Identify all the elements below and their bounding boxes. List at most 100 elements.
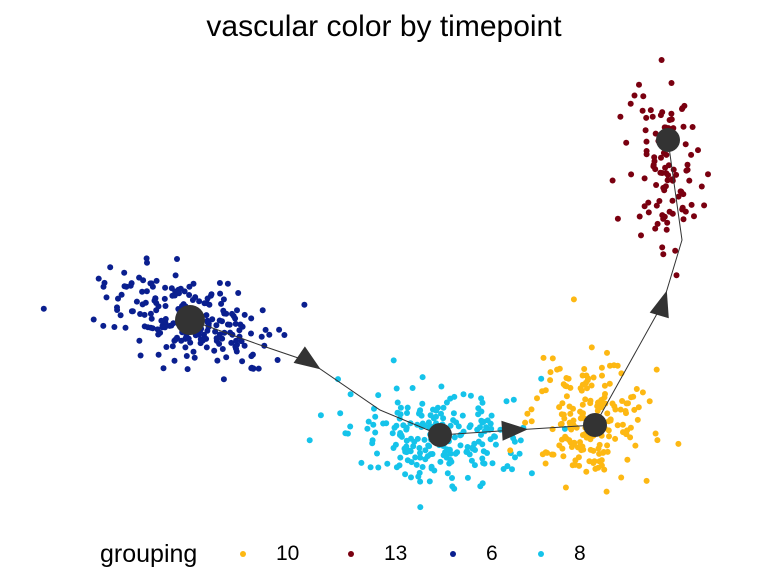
data-point-10 — [574, 444, 581, 451]
data-point-10 — [556, 404, 563, 411]
data-point-6 — [143, 255, 150, 262]
data-point-8 — [466, 424, 473, 431]
data-point-6 — [218, 300, 225, 307]
data-point-6 — [248, 365, 255, 372]
data-point-8 — [504, 463, 511, 470]
data-point-13 — [662, 164, 669, 171]
data-point-13 — [663, 226, 670, 233]
data-point-10 — [507, 447, 514, 454]
data-point-8 — [443, 399, 450, 406]
data-point-13 — [680, 216, 687, 223]
data-point-8 — [426, 478, 433, 485]
data-point-10 — [603, 488, 610, 495]
data-point-6 — [162, 324, 168, 331]
data-point-6 — [220, 307, 227, 314]
data-point-6 — [207, 292, 214, 299]
data-point-10 — [524, 410, 531, 417]
data-point-13 — [628, 171, 635, 178]
data-point-10 — [633, 386, 640, 392]
data-point-6 — [142, 299, 149, 306]
data-point-6 — [190, 280, 197, 287]
data-point-6 — [153, 277, 160, 284]
data-point-10 — [606, 380, 613, 387]
legend-label: 8 — [574, 542, 586, 565]
data-point-10 — [639, 389, 646, 396]
data-point-13 — [682, 141, 689, 148]
data-point-6 — [114, 307, 121, 313]
data-point-13 — [643, 114, 650, 121]
data-point-6 — [143, 288, 150, 295]
data-point-13 — [669, 197, 676, 204]
data-point-6 — [186, 292, 193, 298]
data-point-10 — [635, 404, 642, 411]
data-point-10 — [558, 420, 565, 427]
data-point-10 — [624, 456, 631, 463]
data-point-10 — [606, 433, 612, 440]
data-point-10 — [565, 375, 572, 382]
trajectory-arrow — [293, 346, 321, 370]
data-point-10 — [617, 406, 624, 413]
scatter-plot — [40, 57, 711, 511]
data-point-8 — [372, 429, 379, 436]
data-point-13 — [698, 183, 705, 190]
data-point-8 — [471, 462, 478, 469]
data-point-6 — [209, 316, 216, 323]
data-point-8 — [422, 456, 429, 463]
data-point-6 — [172, 272, 179, 279]
data-point-13 — [675, 193, 682, 200]
data-point-8 — [391, 424, 398, 431]
data-point-6 — [171, 357, 178, 364]
data-point-8 — [451, 434, 458, 441]
data-point-13 — [647, 107, 654, 114]
data-point-6 — [276, 326, 283, 333]
data-point-8 — [393, 385, 400, 392]
data-point-10 — [568, 426, 575, 433]
data-point-13 — [679, 204, 686, 211]
data-point-6 — [238, 338, 245, 345]
data-point-6 — [212, 328, 219, 335]
data-point-8 — [397, 454, 404, 461]
data-point-8 — [393, 464, 400, 471]
data-point-8 — [446, 460, 453, 467]
data-point-6 — [111, 324, 118, 330]
data-point-13 — [627, 100, 634, 107]
data-point-8 — [410, 443, 417, 450]
legend-label: 6 — [486, 542, 498, 565]
data-point-10 — [581, 366, 588, 372]
data-point-10 — [575, 454, 582, 461]
data-point-10 — [599, 372, 605, 379]
data-point-8 — [396, 432, 403, 438]
data-point-6 — [259, 307, 266, 314]
data-point-6 — [216, 340, 223, 347]
data-point-13 — [623, 139, 630, 146]
data-point-13 — [636, 213, 643, 220]
data-point-6 — [301, 301, 308, 308]
data-point-10 — [625, 400, 631, 407]
data-point-8 — [422, 447, 429, 454]
data-point-10 — [607, 417, 614, 424]
data-point-10 — [601, 466, 608, 473]
data-point-6 — [158, 317, 165, 324]
trajectory-line — [189, 139, 683, 436]
data-point-13 — [661, 187, 668, 194]
data-point-13 — [701, 202, 708, 209]
data-point-8 — [417, 450, 423, 456]
data-point-10 — [653, 366, 660, 373]
data-point-8 — [487, 436, 494, 443]
data-point-8 — [451, 485, 458, 492]
data-point-8 — [419, 400, 426, 407]
data-point-10 — [598, 457, 605, 464]
data-point-10 — [528, 418, 535, 425]
data-point-13 — [653, 182, 660, 188]
data-point-6 — [190, 348, 197, 355]
data-point-8 — [375, 392, 382, 399]
data-point-8 — [404, 404, 411, 411]
trajectory-node — [656, 128, 680, 152]
data-point-13 — [658, 57, 665, 63]
data-point-6 — [148, 280, 155, 287]
data-point-13 — [660, 251, 667, 258]
data-point-8 — [516, 450, 523, 457]
data-point-6 — [211, 347, 218, 354]
data-point-6 — [162, 284, 169, 291]
data-point-10 — [579, 401, 586, 408]
